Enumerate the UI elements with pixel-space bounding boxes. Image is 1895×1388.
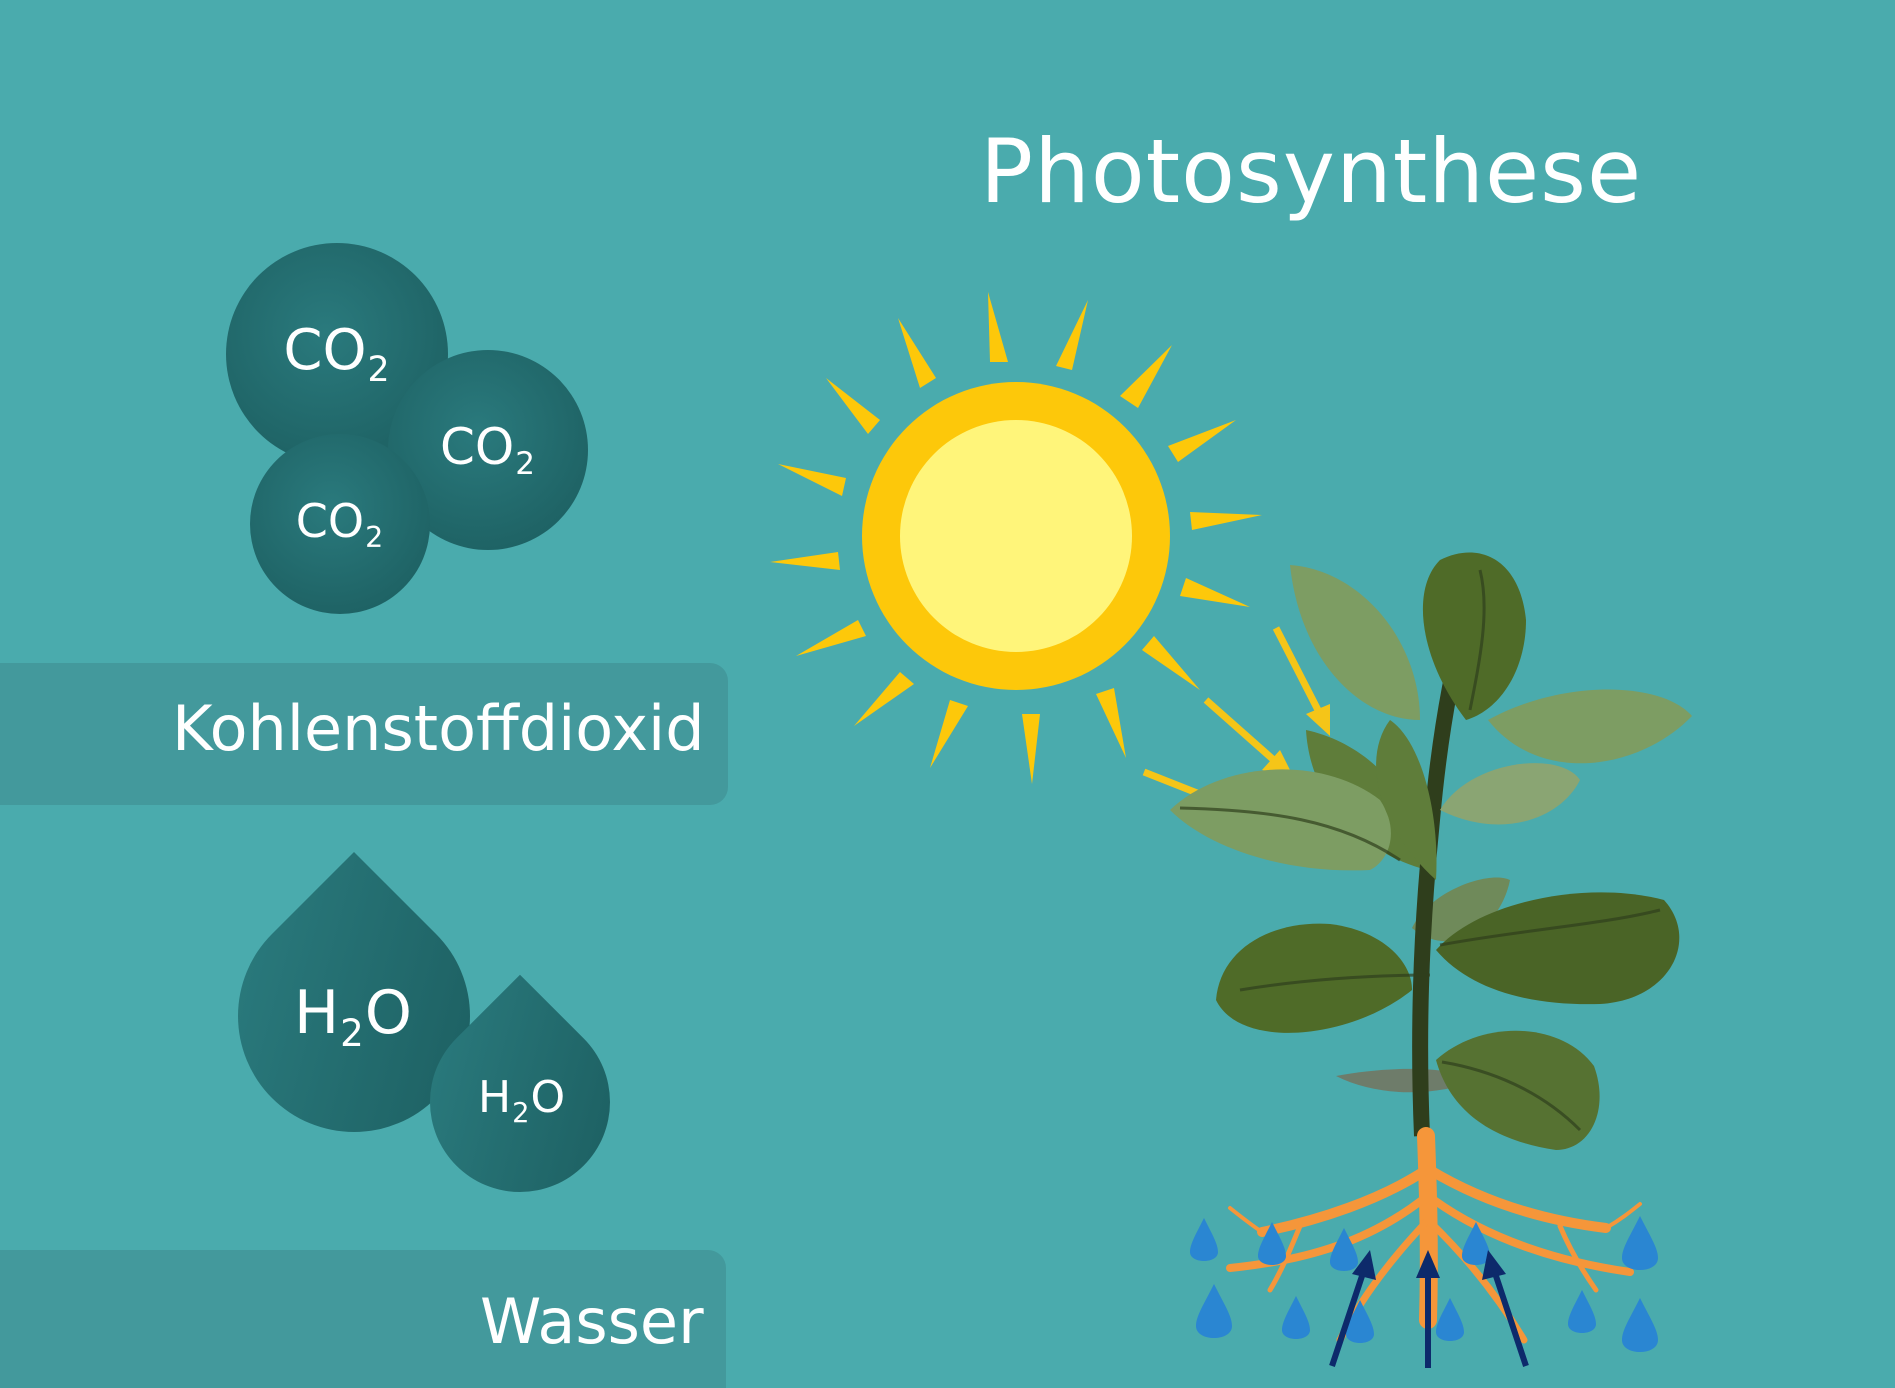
sun-inner: [900, 420, 1132, 652]
water-label-band: [0, 1250, 726, 1388]
sun-rays: [770, 292, 1262, 784]
co2-label-band: [0, 663, 728, 805]
co2-formula: CO2: [283, 317, 390, 391]
leaf-veins: [1179, 569, 1661, 1132]
soil-water-drops: [1190, 1216, 1658, 1352]
water-label: Wasser: [480, 1285, 704, 1358]
water-uptake-arrows: [1329, 1250, 1529, 1368]
plant-leaves-front: [1170, 552, 1680, 1150]
co2-formula: CO2: [295, 494, 384, 554]
h2o-formula-large: H2O: [294, 978, 413, 1056]
co2-bubble-small: CO2: [250, 434, 430, 614]
co2-label: Kohlenstoffdioxid: [172, 692, 705, 765]
co2-formula: CO2: [439, 417, 535, 483]
h2o-formula-small: H2O: [478, 1072, 566, 1129]
diagram-title: Photosynthese: [980, 120, 1643, 223]
